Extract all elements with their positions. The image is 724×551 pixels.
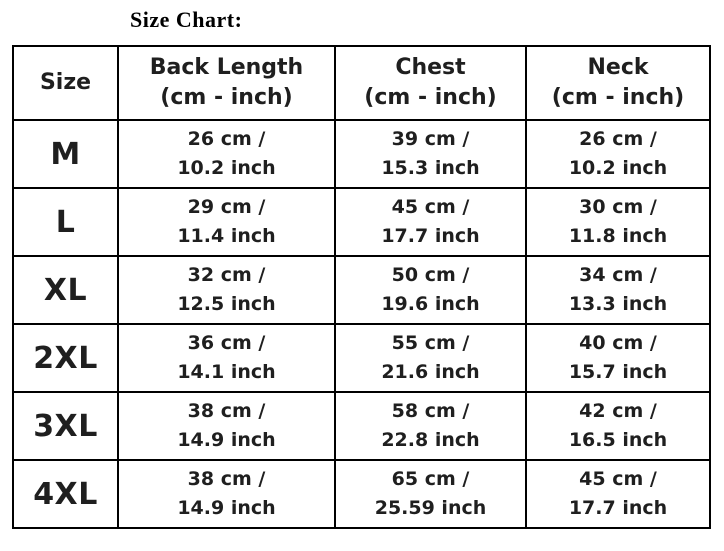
size-cell: 4XL: [12, 459, 119, 529]
measure-line: 38 cm /: [187, 467, 266, 490]
size-cell: 3XL: [12, 391, 119, 461]
measure-line: 19.6 inch: [381, 293, 480, 315]
header-row: Size Back Length (cm - inch) Chest (cm -…: [12, 45, 711, 121]
measure-line: 13.3 inch: [568, 293, 668, 315]
measure-line: 17.7 inch: [381, 225, 480, 247]
measure-line: 17.7 inch: [568, 497, 668, 519]
size-cell: M: [12, 119, 119, 189]
table-body: M 26 cm / 10.2 inch 39 cm / 15.3 inch 26…: [12, 119, 711, 529]
measure-line: 15.7 inch: [568, 361, 668, 383]
header-line: (cm - inch): [160, 85, 293, 110]
table-header: Size Back Length (cm - inch) Chest (cm -…: [12, 45, 711, 121]
measure-line: 14.9 inch: [177, 429, 276, 451]
measure-line: 34 cm /: [579, 263, 657, 286]
measure-line: 10.2 inch: [568, 157, 668, 179]
back-length-cell: 26 cm / 10.2 inch: [117, 119, 336, 189]
measure-line: 50 cm /: [391, 263, 470, 286]
measure-line: 65 cm /: [391, 467, 470, 490]
neck-cell: 45 cm / 17.7 inch: [525, 459, 711, 529]
header-line: (cm - inch): [364, 85, 497, 110]
table-row-3xl: 3XL 38 cm / 14.9 inch 58 cm / 22.8 inch …: [12, 391, 711, 461]
measure-line: 58 cm /: [391, 399, 470, 422]
measure-line: 36 cm /: [187, 331, 266, 354]
header-line: (cm - inch): [551, 85, 685, 110]
measure-line: 45 cm /: [579, 467, 657, 490]
table-row-xl: XL 32 cm / 12.5 inch 50 cm / 19.6 inch 3…: [12, 255, 711, 325]
measure-line: 14.1 inch: [177, 361, 276, 383]
table-row-4xl: 4XL 38 cm / 14.9 inch 65 cm / 25.59 inch…: [12, 459, 711, 529]
measure-line: 39 cm /: [391, 127, 470, 150]
size-cell: 2XL: [12, 323, 119, 393]
measure-line: 29 cm /: [187, 195, 266, 218]
measure-line: 12.5 inch: [177, 293, 276, 315]
measure-line: 40 cm /: [579, 331, 657, 354]
measure-line: 22.8 inch: [381, 429, 480, 451]
chest-cell: 50 cm / 19.6 inch: [334, 255, 527, 325]
column-header-neck: Neck (cm - inch): [525, 45, 711, 121]
header-line: Back Length: [149, 55, 304, 81]
table-row-2xl: 2XL 36 cm / 14.1 inch 55 cm / 21.6 inch …: [12, 323, 711, 393]
chest-cell: 39 cm / 15.3 inch: [334, 119, 527, 189]
size-chart-table: Size Back Length (cm - inch) Chest (cm -…: [12, 45, 711, 529]
measure-line: 55 cm /: [391, 331, 470, 354]
measure-line: 14.9 inch: [177, 497, 276, 519]
chest-cell: 55 cm / 21.6 inch: [334, 323, 527, 393]
neck-cell: 40 cm / 15.7 inch: [525, 323, 711, 393]
chest-cell: 58 cm / 22.8 inch: [334, 391, 527, 461]
back-length-cell: 38 cm / 14.9 inch: [117, 391, 336, 461]
back-length-cell: 32 cm / 12.5 inch: [117, 255, 336, 325]
back-length-cell: 38 cm / 14.9 inch: [117, 459, 336, 529]
size-cell: XL: [12, 255, 119, 325]
measure-line: 32 cm /: [187, 263, 266, 286]
table-row-l: L 29 cm / 11.4 inch 45 cm / 17.7 inch 30…: [12, 187, 711, 257]
measure-line: 25.59 inch: [374, 497, 487, 519]
column-header-size: Size: [12, 45, 119, 121]
header-line: Neck: [587, 55, 649, 81]
measure-line: 10.2 inch: [177, 157, 276, 179]
measure-line: 15.3 inch: [381, 157, 480, 179]
measure-line: 11.4 inch: [177, 225, 276, 247]
size-chart-title: Size Chart:: [130, 7, 243, 32]
neck-cell: 42 cm / 16.5 inch: [525, 391, 711, 461]
neck-cell: 34 cm / 13.3 inch: [525, 255, 711, 325]
header-line: Chest: [395, 55, 466, 81]
neck-cell: 30 cm / 11.8 inch: [525, 187, 711, 257]
measure-line: 38 cm /: [187, 399, 266, 422]
measure-line: 45 cm /: [391, 195, 470, 218]
measure-line: 26 cm /: [579, 127, 657, 150]
column-header-chest: Chest (cm - inch): [334, 45, 527, 121]
table-row-m: M 26 cm / 10.2 inch 39 cm / 15.3 inch 26…: [12, 119, 711, 189]
neck-cell: 26 cm / 10.2 inch: [525, 119, 711, 189]
measure-line: 21.6 inch: [381, 361, 480, 383]
back-length-cell: 36 cm / 14.1 inch: [117, 323, 336, 393]
size-cell: L: [12, 187, 119, 257]
column-header-back-length: Back Length (cm - inch): [117, 45, 336, 121]
measure-line: 11.8 inch: [568, 225, 668, 247]
chest-cell: 45 cm / 17.7 inch: [334, 187, 527, 257]
header-line: Size: [39, 70, 92, 96]
back-length-cell: 29 cm / 11.4 inch: [117, 187, 336, 257]
measure-line: 42 cm /: [579, 399, 657, 422]
chest-cell: 65 cm / 25.59 inch: [334, 459, 527, 529]
measure-line: 26 cm /: [187, 127, 266, 150]
measure-line: 30 cm /: [579, 195, 657, 218]
measure-line: 16.5 inch: [568, 429, 668, 451]
